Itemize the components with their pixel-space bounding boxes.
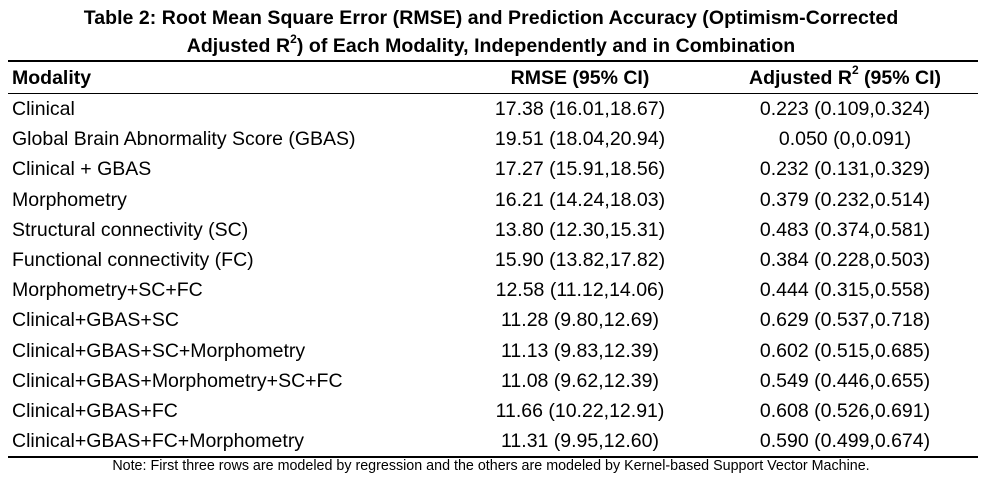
cell-adjusted-r2: 0.590 (0.499,0.674) xyxy=(759,430,931,453)
cell-modality: Structural connectivity (SC) xyxy=(12,218,249,241)
table-row: Morphometry+SC+FC 12.58 (11.12,14.06) 0.44… xyxy=(8,275,978,305)
cell-adjusted-r2: 0.608 (0.526,0.691) xyxy=(759,399,931,422)
table-body: Clinical 17.38 (16.01,18.67) 0.223 (0.109,… xyxy=(8,94,978,458)
cell-modality: Morphometry xyxy=(12,188,127,211)
table-row: Clinical+GBAS+FC+Morphometry 11.31 (9.95,… xyxy=(8,426,978,458)
cell-rmse: 16.21 (14.24,18.03) xyxy=(494,188,666,211)
caption-line-2-prefix: Adjusted R xyxy=(186,35,291,57)
results-table: Modality RMSE (95% CI) Adjusted R2 (95% … xyxy=(8,60,978,458)
table-note: Note: First three rows are modeled by re… xyxy=(112,458,870,474)
results-table-wrapper: Modality RMSE (95% CI) Adjusted R2 (95% … xyxy=(8,60,978,458)
cell-rmse: 17.38 (16.01,18.67) xyxy=(494,98,666,121)
table-row: Functional connectivity (FC) 15.90 (13.82… xyxy=(8,245,978,275)
table-row: Clinical+GBAS+Morphometry+SC+FC 11.08 (9.… xyxy=(8,366,978,396)
caption-superscript: 2 xyxy=(290,31,297,46)
cell-modality: Clinical+GBAS+SC+Morphometry xyxy=(12,339,306,362)
cell-modality: Clinical+GBAS+Morphometry+SC+FC xyxy=(12,369,343,392)
header-row: Modality RMSE (95% CI) Adjusted R2 (95% … xyxy=(8,61,978,94)
header-rmse: RMSE (95% CI) xyxy=(510,66,650,89)
cell-adjusted-r2: 0.444 (0.315,0.558) xyxy=(759,279,931,302)
cell-adjusted-r2: 0.384 (0.228,0.503) xyxy=(759,249,931,272)
cell-rmse: 11.13 (9.83,12.39) xyxy=(501,339,659,362)
table-header: Modality RMSE (95% CI) Adjusted R2 (95% … xyxy=(8,61,978,94)
table-row: Clinical+GBAS+FC 11.66 (10.22,12.91) 0.608… xyxy=(8,396,978,426)
header-modality: Modality xyxy=(12,66,92,89)
table-row: Clinical+GBAS+SC 11.28 (9.80,12.69) 0.629 … xyxy=(8,305,978,335)
table-row: Clinical + GBAS 17.27 (15.91,18.56) 0.232 … xyxy=(8,154,978,184)
table-row: Clinical 17.38 (16.01,18.67) 0.223 (0.109,… xyxy=(8,94,978,125)
cell-rmse: 11.66 (10.22,12.91) xyxy=(495,399,665,422)
cell-adjusted-r2: 0.223 (0.109,0.324) xyxy=(759,98,931,121)
cell-adjusted-r2: 0.232 (0.131,0.329) xyxy=(759,158,931,181)
cell-modality: Global Brain Abnormality Score (GBAS) xyxy=(12,128,356,151)
cell-rmse: 11.31 (9.95,12.60) xyxy=(501,430,659,453)
cell-modality: Clinical + GBAS xyxy=(12,158,152,181)
cell-rmse: 11.28 (9.80,12.69) xyxy=(501,309,659,332)
cell-modality: Clinical+GBAS+FC xyxy=(12,399,178,422)
table-row: Morphometry 16.21 (14.24,18.03) 0.379 (0.2… xyxy=(8,185,978,215)
header-r2-superscript: 2 xyxy=(851,63,859,77)
cell-rmse: 17.27 (15.91,18.56) xyxy=(494,158,666,181)
cell-modality: Functional connectivity (FC) xyxy=(12,249,254,272)
header-r2-prefix: Adjusted R xyxy=(749,66,852,89)
cell-rmse: 13.80 (12.30,15.31) xyxy=(494,218,666,241)
cell-modality: Morphometry+SC+FC xyxy=(12,279,203,302)
cell-modality: Clinical+GBAS+SC xyxy=(12,309,179,332)
caption-line-2-suffix: ) of Each Modality, Independently and in… xyxy=(296,35,796,57)
table-row: Global Brain Abnormality Score (GBAS) 19.… xyxy=(8,124,978,154)
cell-rmse: 15.90 (13.82,17.82) xyxy=(494,249,666,272)
cell-adjusted-r2: 0.602 (0.515,0.685) xyxy=(759,339,931,362)
cell-adjusted-r2: 0.549 (0.446,0.655) xyxy=(759,369,931,392)
table-caption: Table 2: Root Mean Square Error (RMSE) a… xyxy=(0,4,982,60)
caption-line-2: Adjusted R2) of Each Modality, Independe… xyxy=(0,32,982,60)
cell-adjusted-r2: 0.483 (0.374,0.581) xyxy=(759,218,931,241)
cell-adjusted-r2: 0.379 (0.232,0.514) xyxy=(759,188,931,211)
table-row: Structural connectivity (SC) 13.80 (12.30… xyxy=(8,215,978,245)
cell-rmse: 11.08 (9.62,12.39) xyxy=(501,369,659,392)
table-row: Clinical+GBAS+SC+Morphometry 11.13 (9.83,… xyxy=(8,336,978,366)
caption-line-1: Table 2: Root Mean Square Error (RMSE) a… xyxy=(83,7,899,29)
header-adjusted-r2: Adjusted R2 (95% CI) xyxy=(712,61,978,94)
cell-modality: Clinical+GBAS+FC+Morphometry xyxy=(12,430,305,453)
cell-rmse: 12.58 (11.12,14.06) xyxy=(495,279,665,302)
cell-rmse: 19.51 (18.04,20.94) xyxy=(494,128,666,151)
cell-adjusted-r2: 0.629 (0.537,0.718) xyxy=(759,309,931,332)
cell-adjusted-r2: 0.050 (0,0.091) xyxy=(778,128,912,151)
cell-modality: Clinical xyxy=(12,98,75,121)
header-r2-suffix: (95% CI) xyxy=(858,66,941,89)
